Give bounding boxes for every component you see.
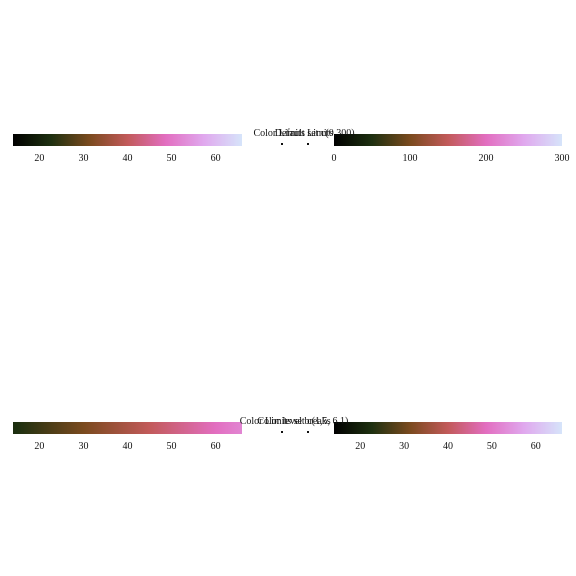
tick-label: 30 xyxy=(399,441,409,452)
tick-label: 100 xyxy=(403,153,418,164)
colorbar-1 xyxy=(13,134,242,146)
chart-title-2: Color Limits set c(0,300) xyxy=(253,128,355,139)
tick-label: 40 xyxy=(443,441,453,452)
title-dot xyxy=(307,431,309,433)
colorbar-3 xyxy=(13,422,242,434)
tick-label: 50 xyxy=(167,153,177,164)
colorbar-4 xyxy=(334,422,562,434)
tick-label: 50 xyxy=(167,441,177,452)
title-dot xyxy=(281,143,283,145)
tick-label: 20 xyxy=(34,441,44,452)
tick-label: 50 xyxy=(487,441,497,452)
tick-label: 20 xyxy=(34,153,44,164)
tick-label: 40 xyxy=(123,153,133,164)
tick-label: 0 xyxy=(332,153,337,164)
tick-label: 30 xyxy=(78,441,88,452)
tick-label: 40 xyxy=(123,441,133,452)
title-dot xyxy=(307,143,309,145)
tick-label: 20 xyxy=(355,441,365,452)
tick-label: 200 xyxy=(479,153,494,164)
tick-label: 60 xyxy=(531,441,541,452)
tick-label: 60 xyxy=(211,153,221,164)
tick-label: 60 xyxy=(211,441,221,452)
colorbar-2 xyxy=(334,134,562,146)
title-dot xyxy=(281,431,283,433)
chart-title-4: Color level breaks xyxy=(257,416,331,427)
chart-title-1: Default Limits xyxy=(274,128,334,139)
tick-label: 300 xyxy=(555,153,570,164)
tick-label: 30 xyxy=(78,153,88,164)
chart-title-3: Color Limits set c(1,5, 6.1) xyxy=(239,416,349,427)
